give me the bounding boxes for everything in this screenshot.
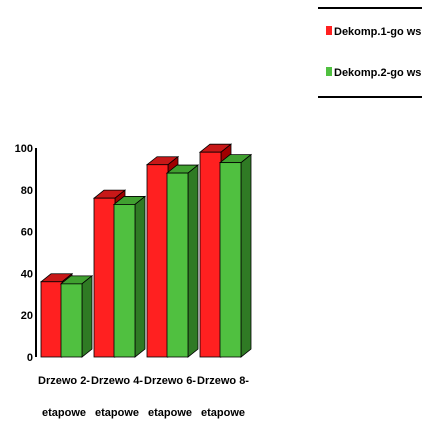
legend-swatch-series-2 <box>326 67 332 76</box>
x-tick-label: etapowe <box>42 407 86 419</box>
y-axis: 0 20 40 60 80 100 <box>15 143 37 364</box>
bars <box>39 143 253 358</box>
bar-front-face <box>93 197 116 358</box>
x-tick-label: etapowe <box>95 407 139 419</box>
x-tick-label: etapowe <box>201 407 245 419</box>
bar-series-2-3 <box>165 164 200 358</box>
bar-series-2-4 <box>218 153 253 358</box>
x-tick-label: Drzewo 4- <box>91 375 143 387</box>
legend-label-series-1: Dekomp.1-go wsk. <box>334 26 422 38</box>
bar-front-face <box>166 172 189 358</box>
legend: Dekomp.1-go wsk. Dekomp.2-go wsk. <box>318 7 422 98</box>
bar-side-face <box>187 164 199 358</box>
bar-series-2-2 <box>112 195 147 358</box>
legend-label-series-2: Dekomp.2-go wsk. <box>334 67 422 79</box>
bar-front-face <box>113 204 136 358</box>
bar-front-face <box>199 151 222 358</box>
bar-front-face <box>60 283 83 358</box>
bar-side-face <box>134 195 146 358</box>
bar-series-2-1 <box>59 275 94 358</box>
y-tick-label: 20 <box>21 310 33 322</box>
bar-side-face <box>81 275 93 358</box>
y-tick-label: 40 <box>21 268 33 280</box>
bar-front-face <box>40 281 63 358</box>
bar-side-face <box>240 153 252 358</box>
bar-front-face <box>219 162 242 358</box>
y-tick-label: 0 <box>27 352 33 364</box>
y-tick-label: 60 <box>21 227 33 239</box>
x-tick-label: Drzewo 8- <box>197 375 249 387</box>
x-tick-label: etapowe <box>148 407 192 419</box>
x-tick-label: Drzewo 6- <box>144 375 196 387</box>
bar-front-face <box>146 164 169 358</box>
y-tick-label: 100 <box>15 143 33 155</box>
y-tick-label: 80 <box>21 185 33 197</box>
legend-swatch-series-1 <box>326 26 332 35</box>
x-axis-labels: Drzewo 2- etapowe Drzewo 4- etapowe Drzewo 6… <box>38 375 249 419</box>
x-tick-label: Drzewo 2- <box>38 375 90 387</box>
